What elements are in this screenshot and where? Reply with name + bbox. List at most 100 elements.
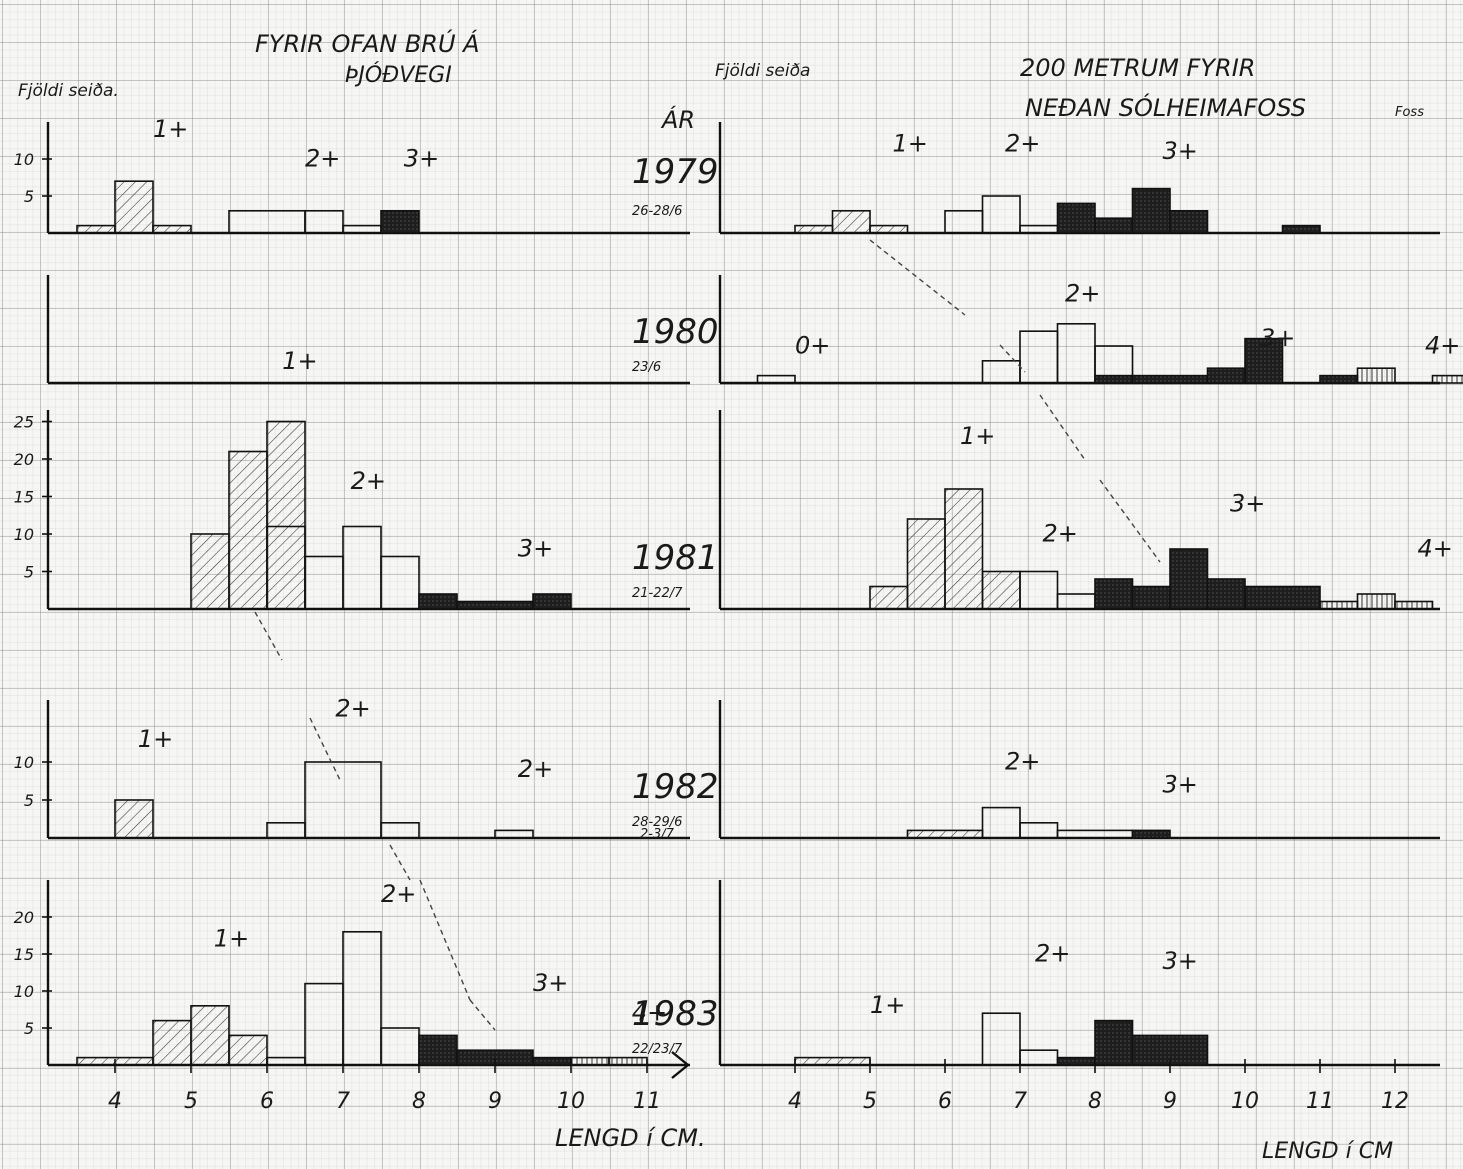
histogram-bar-3plus xyxy=(532,1056,572,1066)
histogram-bar-1plus xyxy=(266,420,306,610)
y-tick-label: 5 xyxy=(24,187,34,206)
histogram-bar-3plus xyxy=(418,1034,458,1066)
histogram-bar-3plus xyxy=(418,593,458,610)
histogram-bar-3plus xyxy=(1131,829,1171,839)
growth-arrow xyxy=(254,611,283,661)
year-row-1979: 5 10 1+ 2+ 3+ 1+ 2+ 3+ 1979 26-28/6 xyxy=(14,115,1440,235)
histogram-bar-2plus xyxy=(981,1012,1021,1066)
histogram-bar-2plus xyxy=(304,982,344,1066)
histogram-bar-1plus xyxy=(152,1019,192,1066)
right-panel-1980: 0+ 2+ 3+ 4+ xyxy=(718,275,1463,385)
date-label: 22/23/7 xyxy=(632,1042,683,1057)
histogram-bar-2plus xyxy=(1019,821,1059,839)
histogram-bar-0plus xyxy=(756,374,796,384)
x-tick-label-right: 10 xyxy=(1231,1089,1259,1114)
histogram-bar-1plus xyxy=(981,570,1021,610)
age-class-label: 3+ xyxy=(1163,770,1198,798)
x-tick-label-right: 5 xyxy=(863,1089,877,1114)
age-class-label: 3+ xyxy=(518,535,553,563)
histogram-bar-2plus xyxy=(342,525,382,610)
age-class-label: 1+ xyxy=(153,115,188,143)
year-label: 1982 xyxy=(632,767,719,807)
left-x-axis-label: LENGD í CM. xyxy=(555,1124,706,1152)
x-tick-label-right: 12 xyxy=(1381,1089,1409,1114)
age-class-label: 2+ xyxy=(381,880,416,908)
year-row-1981: 5 10 15 20 25 1+ 2+ 3+ 1+ 2+ 3+ 4+ 1981 21-22/7 xyxy=(14,347,1453,611)
histogram-bar-3plus xyxy=(1169,548,1209,610)
date-label: 28-29/6 xyxy=(632,815,682,830)
left-panel-1983: 5 10 15 20 1+ 2+ 3+ 4+ xyxy=(14,880,690,1067)
year-column-header: ÁR xyxy=(660,105,695,134)
histogram-bar-2plus xyxy=(228,210,306,234)
age-class-label: 2+ xyxy=(1035,939,1070,967)
year-label: 1980 xyxy=(632,312,719,352)
histogram-bar-1plus xyxy=(228,450,268,610)
year-label: 1981 xyxy=(632,538,719,578)
y-tick-label: 5 xyxy=(24,791,34,810)
growth-arrow xyxy=(869,239,966,316)
right-panel-1982: 2+ 3+ xyxy=(718,700,1440,840)
histogram-bar-1plus xyxy=(190,1004,230,1066)
x-tick-label-right: 4 xyxy=(788,1089,802,1114)
histogram-bar-3plus xyxy=(1056,202,1096,234)
left-title-line2: ÞJÓÐVEGI xyxy=(345,62,452,88)
x-tick-label-left: 7 xyxy=(336,1089,350,1114)
age-class-label: 3+ xyxy=(1163,947,1198,975)
histogram-bar-2plus xyxy=(944,210,984,234)
y-tick-label: 10 xyxy=(14,150,34,169)
histogram-bar-3plus xyxy=(1206,578,1246,610)
date-label: 21-22/7 xyxy=(632,586,683,601)
age-class-label: 3+ xyxy=(533,969,568,997)
histogram-bar-2plus xyxy=(304,555,344,610)
histogram-bar-2plus xyxy=(981,359,1021,384)
growth-arrow xyxy=(469,999,496,1031)
date-label: 26-28/6 xyxy=(632,204,682,219)
date-label-2: 2-3/7 xyxy=(640,827,675,842)
histogram-bar-1plus xyxy=(869,585,909,610)
age-class-label: 1+ xyxy=(214,925,249,953)
histogram-bar-1plus xyxy=(190,533,230,610)
year-label: 1979 xyxy=(632,152,719,192)
age-class-label: 3+ xyxy=(1260,324,1295,352)
right-title-line1: 200 METRUM FYRIR xyxy=(1020,54,1255,82)
histogram-bar-4plus xyxy=(1356,367,1396,384)
x-tick-label-right: 11 xyxy=(1306,1089,1334,1114)
histogram-bar-1plus xyxy=(228,1034,268,1066)
right-title-extra: Foss xyxy=(1395,105,1424,120)
histogram-bar-2plus xyxy=(1019,330,1059,384)
age-class-label: 1+ xyxy=(893,130,928,158)
histogram-bar-4plus xyxy=(1394,600,1434,610)
histogram-bar-3plus xyxy=(1169,210,1209,234)
growth-arrow xyxy=(309,717,341,781)
histogram-bar-3plus xyxy=(1244,585,1321,610)
age-class-label: 2+ xyxy=(335,694,370,722)
y-tick-label: 15 xyxy=(14,488,34,507)
y-tick-label: 10 xyxy=(14,982,34,1001)
y-tick-label: 5 xyxy=(24,563,34,582)
x-tick-label-right: 7 xyxy=(1013,1089,1027,1114)
histogram-bar-1plus xyxy=(944,488,984,610)
age-class-label: 2+ xyxy=(1005,748,1040,776)
x-tick-label-right: 8 xyxy=(1088,1089,1102,1114)
age-class-label: 2+ xyxy=(1065,280,1100,308)
histogram-bar-1plus xyxy=(794,1056,871,1066)
histogram-bar-3plus xyxy=(1094,1019,1134,1066)
growth-arrow xyxy=(389,844,411,881)
histogram-bar-2plus xyxy=(380,1027,420,1066)
histogram-bar-4plus xyxy=(570,1056,610,1066)
age-class-label: 1+ xyxy=(870,991,905,1019)
histogram-bar-3plus xyxy=(1319,374,1359,384)
age-class-label: 2+ xyxy=(351,467,386,495)
x-tick-label-left: 9 xyxy=(488,1089,502,1114)
year-row-1983: 5 10 15 20 1+ 2+ 3+ 4+ 1+ 2+ 3+ 1983 22/23/7 xyxy=(14,880,1440,1067)
histogram-bar-1plus xyxy=(114,799,154,839)
histogram-bar-3plus xyxy=(1094,217,1134,234)
histogram-bar-4plus xyxy=(1431,374,1463,384)
age-class-label: 1+ xyxy=(960,422,995,450)
histogram-bar-3plus xyxy=(1131,374,1209,384)
histogram-bar-2plus xyxy=(1019,1049,1059,1066)
histogram-bar-2plus xyxy=(342,930,382,1066)
histogram-bar-3plus xyxy=(1281,224,1321,234)
year-row-1982: 5 10 1+ 2+ 2+ 2+ 3+ 1982 28-29/62-3/7 xyxy=(14,694,1440,842)
